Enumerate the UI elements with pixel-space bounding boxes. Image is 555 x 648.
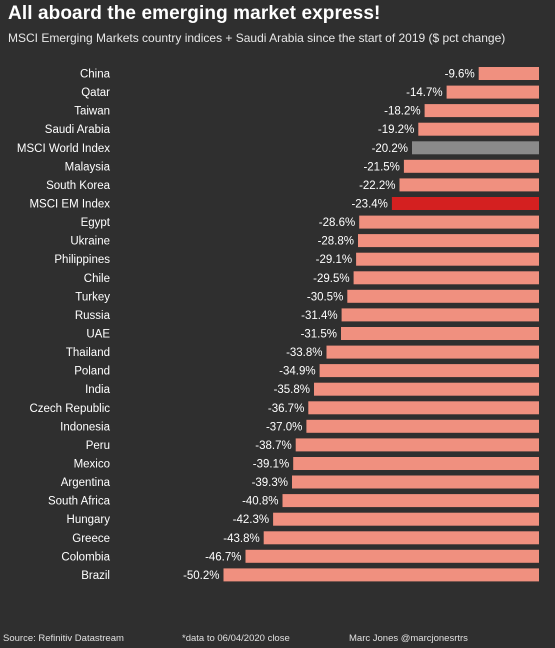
- category-label: Chile: [84, 273, 110, 285]
- value-label: -40.8%: [242, 496, 278, 508]
- value-label: -22.2%: [359, 180, 395, 192]
- bar-indonesia: [306, 419, 539, 433]
- category-label: UAE: [86, 329, 110, 341]
- bar-ukraine: [358, 234, 539, 248]
- bar-china: [478, 67, 539, 80]
- value-label: -38.7%: [255, 440, 291, 452]
- category-label: Saudi Arabia: [45, 124, 111, 136]
- bar-brazil: [223, 568, 539, 582]
- bar-colombia: [245, 549, 539, 563]
- value-label: -30.5%: [307, 291, 343, 303]
- value-label: -42.3%: [233, 514, 269, 526]
- bar-turkey: [347, 289, 539, 303]
- value-label: -9.6%: [445, 69, 475, 81]
- bar-india: [314, 382, 539, 396]
- bar-chile: [353, 271, 539, 285]
- value-label: -31.4%: [301, 310, 337, 322]
- value-label: -36.7%: [268, 403, 304, 415]
- category-label: MSCI World Index: [17, 143, 110, 155]
- category-label: Hungary: [67, 514, 111, 526]
- bar-mexico: [293, 457, 539, 470]
- value-label: -33.8%: [286, 347, 322, 359]
- bar-greece: [263, 531, 539, 545]
- bar-saudi-arabia: [418, 122, 539, 136]
- category-label: MSCI EM Index: [29, 199, 110, 211]
- category-label: South Korea: [46, 180, 111, 192]
- value-label: -43.8%: [223, 533, 259, 545]
- category-label: South Africa: [48, 496, 111, 508]
- category-label: Poland: [74, 366, 110, 378]
- value-label: -34.9%: [279, 366, 315, 378]
- bar-chart: China -9.6% Qatar -14.7% Taiwan -18.2% Saudi A…: [17, 67, 539, 582]
- chart-subtitle: MSCI Emerging Markets country indices + …: [8, 31, 506, 45]
- date-note: *data to 06/04/2020 close: [182, 633, 290, 644]
- value-label: -39.3%: [252, 477, 288, 489]
- bar-russia: [341, 308, 539, 322]
- bar-malaysia: [403, 159, 539, 173]
- category-label: Thailand: [66, 347, 110, 359]
- category-label: Qatar: [81, 87, 110, 99]
- value-label: -14.7%: [406, 87, 442, 99]
- author-credit: Marc Jones @marcjonesrtrs: [349, 633, 468, 644]
- category-label: Argentina: [61, 477, 111, 489]
- value-label: -19.2%: [378, 124, 414, 136]
- bar-msci-em-index: [391, 197, 539, 210]
- category-label: Brazil: [81, 570, 110, 582]
- bar-uae: [341, 327, 539, 340]
- value-label: -28.6%: [319, 217, 355, 229]
- value-label: -20.2%: [372, 143, 408, 155]
- bar-taiwan: [424, 104, 539, 118]
- bar-peru: [295, 438, 539, 452]
- value-label: -28.8%: [318, 236, 354, 248]
- bar-poland: [319, 364, 539, 378]
- category-label: Taiwan: [74, 106, 110, 118]
- category-label: China: [80, 69, 111, 81]
- chart-title: All aboard the emerging market express!: [8, 3, 381, 24]
- value-label: -39.1%: [253, 459, 289, 471]
- category-label: Turkey: [75, 291, 110, 303]
- category-label: Peru: [86, 440, 110, 452]
- category-label: Malaysia: [65, 161, 111, 173]
- value-label: -37.0%: [266, 421, 302, 433]
- value-label: -29.1%: [316, 254, 352, 266]
- source-note: Source: Refinitiv Datastream: [3, 633, 124, 644]
- bar-msci-world-index: [412, 141, 539, 155]
- bar-argentina: [292, 475, 539, 489]
- category-label: Egypt: [81, 217, 111, 229]
- bar-philippines: [356, 252, 539, 266]
- bar-hungary: [273, 512, 539, 526]
- value-label: -23.4%: [351, 199, 387, 211]
- bar-south-africa: [282, 494, 539, 508]
- category-label: India: [85, 384, 111, 396]
- category-label: Colombia: [61, 551, 110, 563]
- value-label: -29.5%: [313, 273, 349, 285]
- category-label: Greece: [72, 533, 110, 545]
- bar-thailand: [326, 345, 539, 359]
- category-label: Philippines: [54, 254, 110, 266]
- value-label: -35.8%: [274, 384, 310, 396]
- value-label: -46.7%: [205, 551, 241, 563]
- category-label: Indonesia: [60, 421, 110, 433]
- category-label: Mexico: [74, 459, 110, 471]
- category-label: Ukraine: [70, 236, 110, 248]
- value-label: -50.2%: [183, 570, 219, 582]
- bar-south-korea: [399, 178, 539, 192]
- value-label: -18.2%: [384, 106, 420, 118]
- value-label: -21.5%: [363, 161, 399, 173]
- bar-czech-republic: [308, 401, 539, 415]
- category-label: Czech Republic: [29, 403, 110, 415]
- bar-qatar: [446, 85, 539, 99]
- value-label: -31.5%: [301, 329, 337, 341]
- bar-egypt: [359, 215, 539, 229]
- category-label: Russia: [75, 310, 111, 322]
